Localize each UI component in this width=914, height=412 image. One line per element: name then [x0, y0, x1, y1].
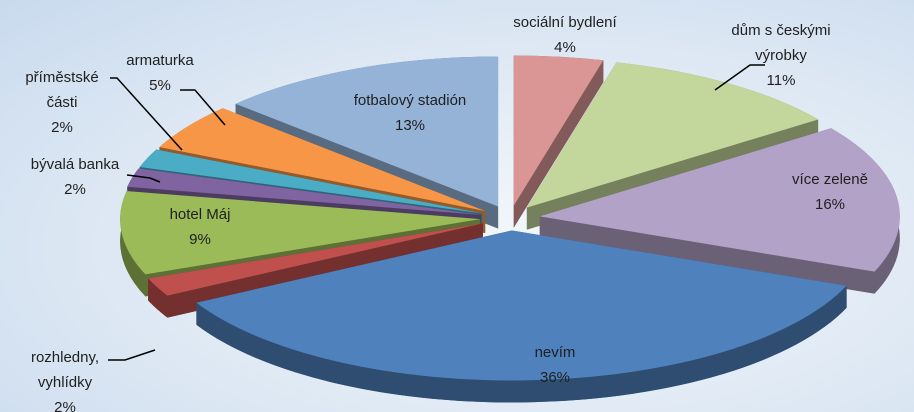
value-label: 5%	[149, 77, 171, 94]
slice-label: více zeleně 16%	[750, 167, 910, 217]
slice-label: rozhledny, vyhlídky 2%	[15, 345, 115, 412]
leader-line	[108, 349, 156, 361]
category-label: rozhledny, vyhlídky	[30, 349, 100, 391]
slice	[235, 56, 499, 207]
category-label: bývalá banka	[30, 156, 120, 173]
slice	[159, 108, 486, 211]
slice-side	[148, 223, 483, 301]
slice-label: nevím 36%	[475, 340, 635, 390]
category-label: příměstské části	[25, 69, 99, 111]
leader-line	[714, 64, 765, 91]
category-label: sociální bydlení	[513, 14, 617, 31]
slice-side	[513, 60, 604, 228]
slice	[539, 128, 900, 272]
value-label: 13%	[394, 117, 426, 134]
slice	[513, 55, 604, 228]
leader-line	[110, 77, 183, 151]
value-label: 36%	[539, 369, 571, 386]
slice-wall	[120, 191, 146, 297]
value-label: 4%	[554, 39, 576, 56]
value-label: 11%	[766, 72, 796, 89]
slice	[148, 223, 483, 296]
slice	[196, 230, 847, 381]
slice	[513, 55, 604, 206]
slice-wall	[196, 285, 847, 403]
category-label: armaturka	[126, 52, 194, 69]
leader-line	[180, 89, 226, 126]
category-label: dům s českými výrobky	[731, 22, 831, 64]
leader-line	[126, 174, 161, 183]
slice	[196, 230, 847, 403]
slice	[120, 191, 481, 275]
slice-label: bývalá banka 2%	[0, 152, 155, 202]
value-label: 2%	[51, 119, 73, 136]
slice-label: hotel Máj 9%	[130, 202, 270, 252]
value-label: 16%	[814, 196, 846, 213]
value-label: 9%	[189, 231, 211, 248]
category-label: fotbalový stadión	[353, 92, 467, 109]
slice	[526, 62, 819, 208]
slice-side	[539, 216, 875, 294]
slice-label: dům s českými výrobky 11%	[721, 18, 841, 93]
category-label: hotel Máj	[169, 206, 231, 223]
slice	[127, 168, 481, 215]
slice-label: armaturka 5%	[90, 48, 230, 98]
slice-label: fotbalový stadión 13%	[310, 88, 510, 138]
slice-wall	[148, 278, 168, 318]
slice	[539, 128, 900, 294]
category-label: nevím	[534, 344, 576, 361]
category-label: více zeleně	[792, 171, 868, 188]
slices	[120, 55, 900, 403]
slice-label: sociální bydlení 4%	[455, 10, 675, 60]
slice	[139, 149, 483, 214]
value-label: 2%	[64, 181, 86, 198]
leader-lines	[108, 64, 765, 361]
value-label: 2%	[54, 399, 76, 412]
slice-label: příměstské části 2%	[12, 65, 112, 140]
